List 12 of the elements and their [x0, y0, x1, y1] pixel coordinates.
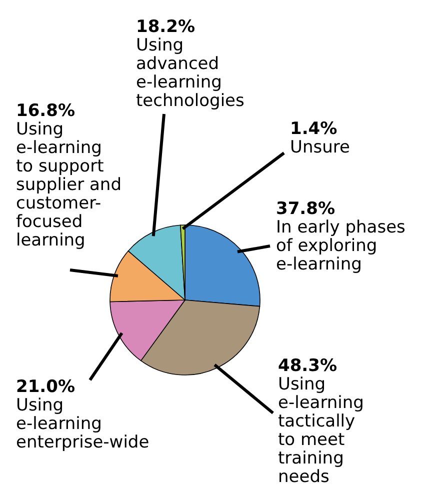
data-label: 1.4%	[290, 119, 338, 139]
slice-label: Using e-learning tactically to meet training needs	[278, 374, 364, 487]
data-label: 18.2%	[136, 17, 195, 37]
slice-label: Unsure	[290, 138, 350, 158]
data-label: 21.0%	[16, 377, 75, 397]
data-label: 37.8%	[276, 199, 335, 219]
slice-label: In early phases of exploring e-learning	[276, 218, 406, 274]
data-label: 48.3%	[278, 356, 337, 376]
slice-label: Using e-learning enterprise-wide	[16, 396, 150, 452]
slice-label: Using e-learning to support supplier and customer- focused learning	[16, 120, 122, 250]
slice-label: Using advanced e-learning technologies	[136, 36, 245, 111]
data-label: 16.8%	[16, 101, 75, 121]
